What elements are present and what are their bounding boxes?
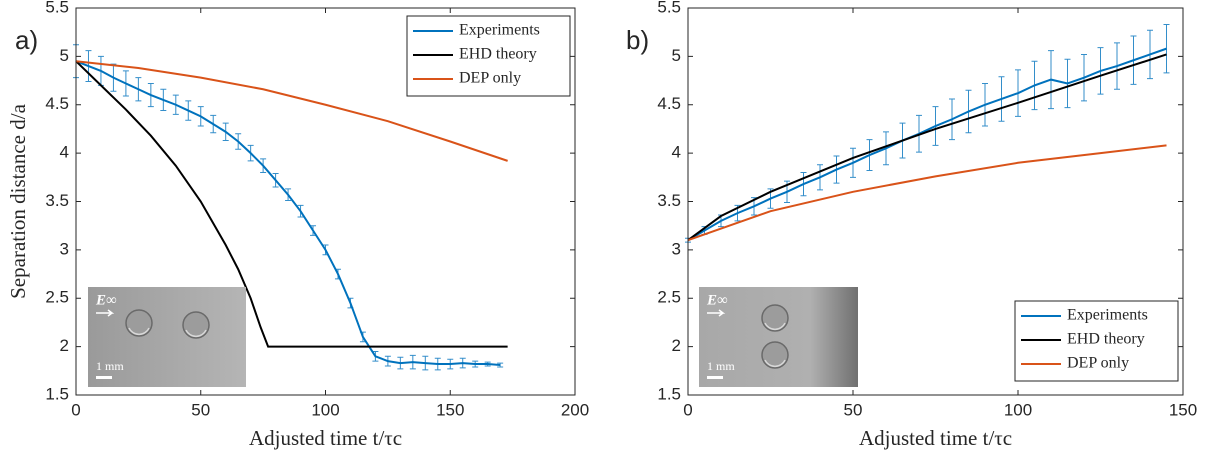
droplet: [125, 309, 153, 337]
x-tick-label: 50: [191, 400, 210, 419]
y-tick-label: 4: [60, 143, 69, 162]
inset-scale-label: 1 mm: [96, 359, 124, 373]
y-tick-label: 4: [672, 143, 681, 162]
droplet-highlight: [764, 359, 786, 368]
inset-image: [699, 287, 858, 387]
y-tick-label: 2.5: [657, 288, 681, 307]
legend-label: Experiments: [459, 22, 540, 39]
legend-label: EHD theory: [459, 46, 537, 63]
y-tick-label: 3: [60, 239, 69, 258]
y-tick-label: 2.5: [45, 288, 69, 307]
field-arrow: [707, 309, 726, 317]
droplet-highlight: [764, 322, 786, 331]
series-line: [687, 47, 1167, 242]
y-tick-label: 5: [672, 46, 681, 65]
panel-label: a): [15, 25, 38, 55]
droplet-highlight: [185, 329, 207, 338]
series-line: [687, 144, 1167, 242]
x-tick-label: 100: [311, 400, 339, 419]
x-tick-label: 50: [844, 400, 863, 419]
y-tick-label: 1.5: [45, 384, 69, 403]
y-tick-label: 3: [672, 239, 681, 258]
field-arrow: [96, 309, 115, 317]
inset-image: [88, 287, 246, 387]
y-tick-label: 2: [60, 336, 69, 355]
axes-frame: [75, 7, 576, 396]
y-tick-label: 5.5: [45, 0, 69, 16]
y-axis-label: Separation distance d/a: [6, 103, 30, 298]
droplet: [761, 341, 789, 369]
scale-bar: [96, 376, 112, 379]
panel-label: b): [626, 25, 649, 55]
axes-frame: [687, 7, 1184, 396]
legend-label: Experiments: [1067, 307, 1148, 324]
legend-label: EHD theory: [1067, 331, 1145, 348]
scale-bar: [707, 376, 723, 379]
y-tick-label: 5.5: [657, 0, 681, 16]
legend-label: DEP only: [1067, 355, 1129, 372]
x-tick-label: 100: [1004, 400, 1032, 419]
droplet: [182, 311, 210, 339]
panel: 1.5 2 2.5 3 3.5 4 4.5 5 5.5 0 50 100 150 E∞ 1 mm b) Adju…: [626, 0, 1197, 450]
x-tick-label: 0: [683, 400, 692, 419]
y-tick-label: 2: [672, 336, 681, 355]
series-line: [75, 60, 508, 348]
y-tick-label: 5: [60, 46, 69, 65]
x-tick-label: 200: [561, 400, 589, 419]
y-tick-label: 3.5: [45, 191, 69, 210]
inset-field-label: E∞: [706, 292, 728, 308]
droplet-highlight: [128, 327, 150, 336]
panel: 1.5 2 2.5 3 3.5 4 4.5 5 5.5 0 50 100 150 200 E∞ 1 mm a) A…: [6, 0, 589, 450]
x-tick-label: 150: [436, 400, 464, 419]
y-tick-label: 3.5: [657, 191, 681, 210]
series-line: [687, 53, 1167, 242]
inset-scale-label: 1 mm: [707, 359, 735, 373]
x-tick-label: 150: [1169, 400, 1197, 419]
series-line: [75, 60, 508, 162]
inset-field-label: E∞: [95, 292, 117, 308]
y-tick-label: 1.5: [657, 384, 681, 403]
y-tick-label: 4.5: [45, 94, 69, 113]
x-axis-label: Adjusted time t/τc: [859, 426, 1012, 450]
legend-label: DEP only: [459, 70, 521, 87]
x-axis-label: Adjusted time t/τc: [249, 426, 402, 450]
series-line: [75, 60, 501, 367]
y-tick-label: 4.5: [657, 94, 681, 113]
x-tick-label: 0: [71, 400, 80, 419]
droplet: [761, 304, 789, 332]
